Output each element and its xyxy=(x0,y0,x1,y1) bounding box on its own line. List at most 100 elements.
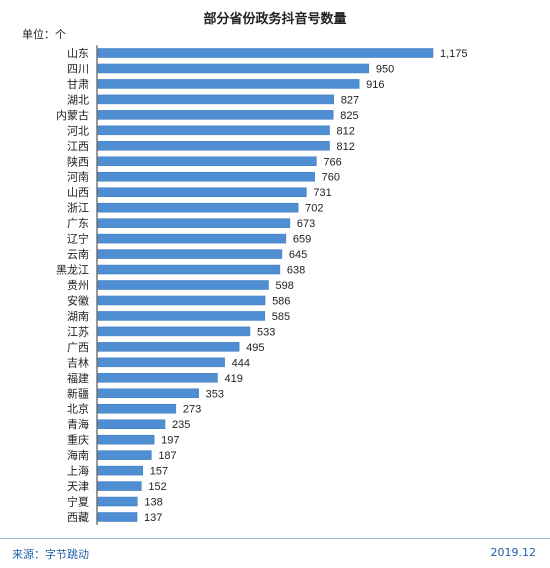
bar xyxy=(97,171,315,182)
value-label: 760 xyxy=(322,172,340,184)
value-label: 673 xyxy=(297,218,315,230)
category-label: 黑龙江 xyxy=(56,264,89,277)
bar xyxy=(97,156,317,167)
value-label: 235 xyxy=(172,419,190,431)
bar xyxy=(97,125,330,136)
category-label: 陕西 xyxy=(67,154,89,168)
value-label: 495 xyxy=(246,342,264,354)
date-note: 2019.12 xyxy=(490,546,537,559)
value-label: 916 xyxy=(366,79,384,91)
value-label: 638 xyxy=(287,265,305,277)
bar xyxy=(97,63,370,74)
bar xyxy=(97,233,287,244)
value-label: 273 xyxy=(183,404,201,416)
value-label: 137 xyxy=(144,512,162,524)
bar xyxy=(97,403,177,414)
category-label: 青海 xyxy=(67,417,89,431)
category-label: 山西 xyxy=(67,186,89,199)
category-label: 贵州 xyxy=(67,279,89,292)
category-label: 江苏 xyxy=(67,325,89,338)
value-label: 1,175 xyxy=(440,48,468,60)
bar xyxy=(97,202,299,213)
chart-title: 部分省份政务抖音号数量 xyxy=(203,12,347,27)
bar xyxy=(97,450,152,460)
value-label: 659 xyxy=(293,234,311,246)
bar xyxy=(97,94,335,105)
category-label: 安徽 xyxy=(67,293,89,307)
bar xyxy=(97,373,218,383)
value-label: 766 xyxy=(323,156,341,168)
value-label: 586 xyxy=(272,295,290,307)
bar xyxy=(97,79,360,89)
category-label: 辽宁 xyxy=(67,232,89,246)
value-label: 598 xyxy=(275,280,293,292)
bar xyxy=(97,110,334,120)
bar xyxy=(97,496,138,507)
category-label: 福建 xyxy=(67,371,89,385)
category-label: 河北 xyxy=(67,124,89,137)
category-label: 四川 xyxy=(67,62,89,75)
value-label: 152 xyxy=(148,481,166,493)
value-label: 353 xyxy=(206,388,224,400)
category-label: 湖北 xyxy=(67,93,89,106)
bar xyxy=(97,388,199,399)
unit-label: 单位：个 xyxy=(22,28,66,41)
bar xyxy=(97,419,166,429)
bar xyxy=(97,481,142,491)
category-label: 内蒙古 xyxy=(56,108,89,122)
category-label: 湖南 xyxy=(67,310,89,323)
bar xyxy=(97,141,330,151)
value-label: 197 xyxy=(161,435,179,447)
category-label: 新疆 xyxy=(67,386,89,400)
value-label: 419 xyxy=(224,373,242,385)
value-label: 645 xyxy=(289,249,307,261)
value-label: 585 xyxy=(272,311,290,323)
category-label: 宁夏 xyxy=(67,495,89,509)
bar xyxy=(97,357,225,368)
category-label: 甘肃 xyxy=(67,78,89,91)
bar xyxy=(97,295,266,306)
bar xyxy=(97,512,138,522)
value-label: 731 xyxy=(313,187,331,199)
bar xyxy=(97,434,155,445)
bar xyxy=(97,342,240,352)
value-label: 812 xyxy=(337,125,355,137)
bar xyxy=(97,280,269,290)
value-label: 825 xyxy=(340,110,358,122)
bar xyxy=(97,326,251,337)
category-label: 西藏 xyxy=(67,511,89,524)
value-label: 138 xyxy=(144,497,162,509)
category-label: 北京 xyxy=(67,402,89,416)
value-label: 533 xyxy=(257,326,275,338)
category-label: 吉林 xyxy=(67,355,89,369)
category-label: 浙江 xyxy=(67,202,89,215)
source-note: 来源：字节跳动 xyxy=(12,548,89,561)
category-label: 天津 xyxy=(67,480,89,493)
bar xyxy=(97,249,283,259)
category-label: 河南 xyxy=(67,171,89,184)
bar xyxy=(97,264,281,275)
footer-divider xyxy=(0,538,550,539)
category-label: 广东 xyxy=(67,217,89,230)
value-label: 187 xyxy=(158,450,176,462)
category-label: 山东 xyxy=(67,47,89,60)
category-label: 上海 xyxy=(67,464,89,478)
bar xyxy=(97,48,434,58)
value-label: 444 xyxy=(232,357,250,369)
category-label: 广西 xyxy=(67,341,89,354)
value-label: 827 xyxy=(341,94,359,106)
category-label: 重庆 xyxy=(67,433,89,447)
category-label: 江西 xyxy=(67,140,89,153)
bar xyxy=(97,465,144,476)
bar xyxy=(97,187,307,197)
value-label: 812 xyxy=(337,141,355,153)
bar xyxy=(97,218,291,228)
value-label: 950 xyxy=(376,63,394,75)
value-label: 702 xyxy=(305,203,323,215)
value-label: 157 xyxy=(150,466,168,478)
category-label: 云南 xyxy=(67,248,89,261)
bar xyxy=(97,311,266,321)
bars-layer: 山东 1,175 四川 950 甘肃 916 湖北 827 内蒙古 825 河北 812 江西 812 陕西… xyxy=(56,45,468,525)
category-label: 海南 xyxy=(67,448,89,462)
